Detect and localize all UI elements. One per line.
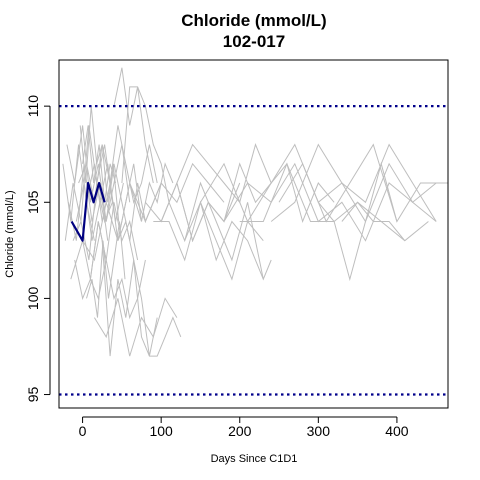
background-series-line-15: [113, 67, 154, 184]
x-tick-label-300: 300: [307, 423, 331, 439]
chart-subtitle: 102-017: [223, 32, 285, 51]
reference-layer: [59, 104, 448, 396]
x-axis-label: Days Since C1D1: [211, 453, 298, 465]
x-tick-label-100: 100: [149, 423, 173, 439]
background-series-line-22: [153, 200, 264, 281]
background-series-line-33: [62, 144, 95, 241]
background-series-line-13: [101, 240, 158, 357]
background-series-line-1: [66, 125, 131, 222]
y-axis: 95 100 105 110: [25, 95, 51, 403]
background-series-line-34: [64, 125, 113, 241]
background-series-line-35: [86, 221, 126, 318]
background-series-line-29: [270, 143, 437, 222]
y-tick-label-100: 100: [25, 287, 41, 311]
background-series-line-6: [82, 125, 117, 203]
highlight-series-line: [70, 181, 106, 242]
background-series-line-30: [278, 143, 445, 223]
background-series-line-17: [82, 202, 139, 280]
y-tick-label-110: 110: [25, 95, 41, 118]
background-series-line-27: [223, 162, 437, 242]
x-tick-label-400: 400: [385, 423, 409, 439]
y-axis-label: Chloride (mmol/L): [4, 190, 16, 277]
x-tick-label-200: 200: [228, 423, 252, 439]
highlight-layer: [70, 181, 106, 242]
chart-title: Chloride (mmol/L): [181, 11, 326, 30]
y-tick-label-95: 95: [25, 387, 41, 403]
background-series-line-32: [341, 201, 406, 242]
background-series-line-4: [78, 125, 158, 205]
x-axis: 0 100 200 300 400: [79, 416, 409, 439]
background-series-line-25: [176, 143, 335, 224]
plot-box: [58, 59, 449, 409]
background-series-line-31: [317, 161, 398, 282]
background-series-line-21: [160, 162, 272, 243]
background-series-line-19: [129, 162, 225, 223]
x-tick-label-0: 0: [79, 423, 87, 439]
y-tick-label-105: 105: [25, 190, 41, 214]
background-series-line-8: [79, 106, 120, 222]
background-series-line-26: [200, 143, 448, 223]
